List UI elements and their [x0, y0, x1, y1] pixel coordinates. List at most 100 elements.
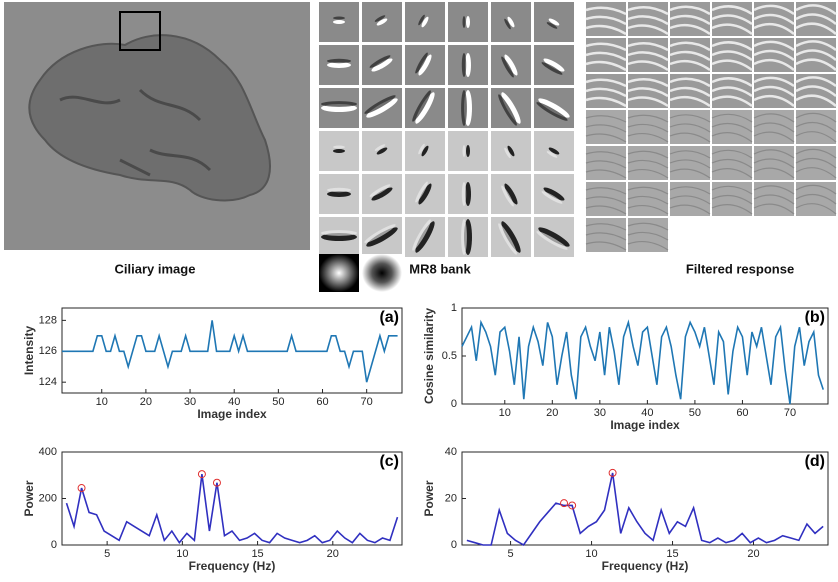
filter-shape [364, 224, 396, 243]
response-streak [795, 40, 837, 52]
ciliary-image [4, 2, 310, 250]
response-streak [669, 150, 711, 159]
filter-shape [507, 16, 515, 28]
filter-shape [507, 145, 515, 157]
response-streak [669, 195, 711, 205]
filter-shape [461, 182, 467, 206]
response-streak [585, 232, 627, 241]
x-axis-label: Frequency (Hz) [602, 559, 689, 573]
response-streak [711, 95, 753, 108]
response-streak [627, 78, 669, 88]
filter-shape [321, 230, 357, 236]
panel-label: (b) [805, 309, 825, 326]
x-tick-label: 40 [641, 407, 653, 419]
response-streak [795, 148, 837, 159]
x-tick-label: 20 [140, 396, 152, 408]
response-streak [711, 194, 753, 205]
response-streak [753, 113, 795, 123]
response-streak [627, 60, 669, 72]
response-streak [795, 4, 837, 16]
response-streak [627, 6, 669, 16]
response-streak [585, 133, 627, 143]
filter-shape [333, 145, 345, 149]
y-tick-label: 128 [39, 314, 57, 326]
filter-shape [412, 219, 431, 251]
response-streak [711, 185, 753, 195]
filter-shape [538, 227, 570, 247]
filter-shape [421, 16, 429, 28]
response-streak [585, 15, 627, 26]
response-streak [627, 231, 669, 241]
response-streak [795, 13, 837, 25]
response-streak [669, 159, 711, 169]
plot-frame [61, 451, 403, 546]
response-streak [711, 14, 753, 26]
response-streak [627, 195, 669, 205]
response-streak [795, 184, 837, 195]
response-streak [711, 50, 753, 62]
response-streak [669, 86, 711, 98]
response-streak [795, 121, 837, 133]
filter-tile [319, 254, 359, 292]
x-tick-label: 60 [736, 407, 748, 419]
filter-shape [418, 183, 432, 205]
response-streak [795, 49, 837, 61]
response-streak [627, 15, 669, 26]
x-axis-label: Frequency (Hz) [189, 559, 276, 573]
filter-shape [321, 101, 357, 107]
response-streak [627, 222, 669, 231]
response-streak [711, 204, 753, 215]
filter-shape [466, 145, 470, 157]
filter-shape [461, 53, 467, 77]
y-tick-label: 40 [445, 446, 457, 458]
panel-label: (a) [379, 309, 399, 326]
filter-shape [366, 98, 398, 118]
y-tick-label: 0 [451, 539, 457, 551]
filter-bank [319, 2, 574, 292]
filter-shape [461, 90, 467, 126]
filter-shape [327, 62, 351, 68]
response-streak [627, 96, 669, 108]
x-tick-label: 5 [104, 548, 110, 560]
response-streak [627, 42, 669, 52]
y-tick-label: 0.5 [442, 350, 457, 362]
y-axis-label: Cosine similarity [422, 308, 436, 404]
response-streak [585, 51, 627, 62]
response-streak [711, 59, 753, 72]
response-streak [795, 167, 837, 179]
filter-shape [541, 62, 563, 75]
filter-shape [536, 231, 568, 250]
filter-shape [543, 58, 565, 72]
filter-shape [504, 183, 518, 205]
filter-shape [418, 14, 425, 26]
x-tick-label: 50 [272, 396, 284, 408]
response-streak [627, 204, 669, 215]
caption: Filtered response [686, 261, 794, 276]
filter-shape [548, 18, 560, 26]
response-streak [753, 58, 795, 71]
x-tick-label: 50 [689, 407, 701, 419]
filter-shape [418, 143, 425, 155]
response-streak [669, 186, 711, 195]
peak-marker [212, 478, 221, 487]
response-streak [753, 4, 795, 16]
filter-shape [465, 53, 471, 77]
filter-shape [498, 223, 517, 255]
x-tick-label: 15 [251, 548, 263, 560]
response-streak [585, 6, 627, 16]
filter-tile [362, 254, 402, 292]
response-streak [669, 123, 711, 133]
y-tick-label: 0 [451, 398, 457, 410]
response-streak [585, 196, 627, 205]
filter-shape [504, 147, 511, 159]
response-streak [627, 123, 669, 133]
panel-label: (c) [379, 453, 399, 470]
response-streak [795, 85, 837, 97]
filter-shape [501, 56, 514, 78]
response-streak [711, 132, 753, 143]
filter-shape [376, 18, 388, 26]
filter-shape [415, 221, 435, 253]
y-tick-label: 0 [51, 539, 57, 551]
filter-shape [465, 182, 471, 206]
